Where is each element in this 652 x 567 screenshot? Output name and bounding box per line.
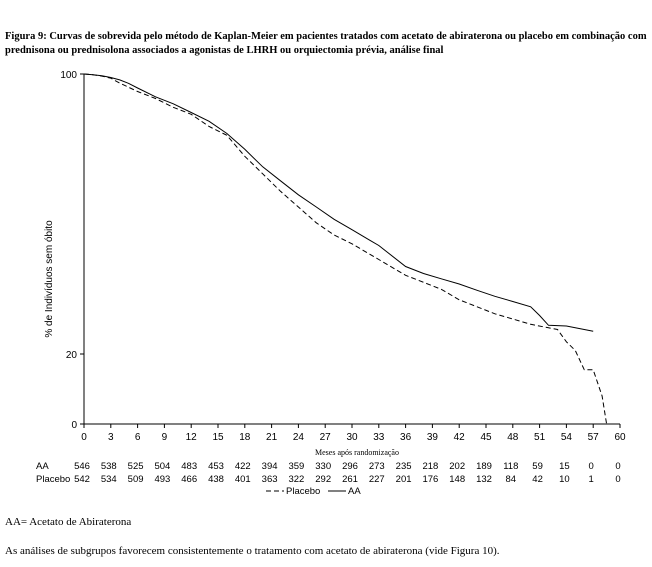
- risk-value: 542: [74, 474, 90, 485]
- risk-value: 10: [559, 474, 570, 485]
- y-tick-label: 100: [60, 70, 77, 81]
- abbreviation-note: AA= Acetato de Abiraterona: [5, 516, 132, 528]
- legend-label: Placebo: [286, 486, 320, 497]
- x-axis-label: Meses após randomização: [315, 448, 399, 457]
- x-tick-label: 60: [614, 432, 626, 443]
- x-tick-label: 36: [400, 432, 412, 443]
- legend-label: AA: [348, 486, 361, 497]
- figure-title: Figura 9: Curvas de sobrevida pelo métod…: [5, 31, 647, 56]
- risk-value: 0: [589, 461, 594, 472]
- y-tick-label: 0: [71, 420, 77, 431]
- risk-value: 273: [369, 461, 385, 472]
- risk-value: 363: [262, 474, 278, 485]
- risk-value: 401: [235, 474, 251, 485]
- risk-value: 15: [559, 461, 570, 472]
- risk-value: 84: [506, 474, 517, 485]
- risk-value: 525: [128, 461, 144, 472]
- risk-value: 296: [342, 461, 358, 472]
- x-tick-label: 42: [454, 432, 466, 443]
- risk-value: 546: [74, 461, 90, 472]
- risk-value: 218: [422, 461, 438, 472]
- risk-value: 394: [262, 461, 278, 472]
- risk-value: 0: [615, 461, 620, 472]
- y-axis-label: % de Indivíduos sem óbito: [44, 220, 55, 338]
- risk-value: 1: [589, 474, 594, 485]
- risk-value: 0: [615, 474, 620, 485]
- risk-value: 438: [208, 474, 224, 485]
- x-tick-label: 57: [588, 432, 600, 443]
- legend: Placebo AA: [266, 486, 361, 497]
- risk-value: 330: [315, 461, 331, 472]
- x-tick-label: 33: [373, 432, 385, 443]
- risk-value: 538: [101, 461, 117, 472]
- x-tick-label: 30: [346, 432, 358, 443]
- x-tick-label: 15: [212, 432, 224, 443]
- risk-value: 493: [154, 474, 170, 485]
- risk-row-label: AA: [36, 461, 49, 472]
- axes: 0 3 6 9 12 15 18 21 24 27 30 33 36 39 42 45 48 51 54 57 6002…: [44, 70, 626, 457]
- risk-value: 483: [181, 461, 197, 472]
- risk-value: 235: [396, 461, 412, 472]
- risk-value: 176: [422, 474, 438, 485]
- x-tick-label: 24: [293, 432, 305, 443]
- x-tick-label: 9: [162, 432, 168, 443]
- risk-value: 202: [449, 461, 465, 472]
- risk-value: 261: [342, 474, 358, 485]
- y-tick-label: 20: [66, 350, 78, 361]
- x-tick-label: 27: [320, 432, 332, 443]
- x-tick-label: 39: [427, 432, 439, 443]
- x-tick-label: 3: [108, 432, 114, 443]
- risk-value: 509: [128, 474, 144, 485]
- x-tick-label: 0: [81, 432, 87, 443]
- series-group: [83, 73, 608, 425]
- x-tick-label: 45: [480, 432, 492, 443]
- risk-value: 118: [503, 461, 518, 472]
- subgroup-note: As análises de subgrupos favorecem consi…: [5, 545, 500, 557]
- risk-value: 322: [288, 474, 304, 485]
- risk-row-label: Placebo: [36, 474, 70, 485]
- series-line-aa: [83, 73, 594, 332]
- risk-value: 292: [315, 474, 331, 485]
- x-tick-label: 18: [239, 432, 251, 443]
- x-tick-label: 21: [266, 432, 278, 443]
- x-tick-label: 12: [186, 432, 198, 443]
- risk-value: 189: [476, 461, 492, 472]
- risk-value: 148: [449, 474, 465, 485]
- risk-value: 227: [369, 474, 385, 485]
- risk-value: 504: [154, 461, 170, 472]
- risk-table: AA 546 538 525 504 483 453 422 394 359 330 296 273 23…: [36, 461, 621, 485]
- risk-value: 132: [476, 474, 492, 485]
- x-tick-label: 48: [507, 432, 519, 443]
- risk-value: 59: [532, 461, 543, 472]
- x-tick-label: 51: [534, 432, 546, 443]
- risk-value: 422: [235, 461, 251, 472]
- risk-value: 534: [101, 474, 117, 485]
- risk-value: 201: [396, 474, 412, 485]
- risk-value: 466: [181, 474, 197, 485]
- series-line-placebo: [83, 73, 608, 425]
- risk-value: 42: [532, 474, 543, 485]
- x-tick-label: 54: [561, 432, 573, 443]
- x-tick-label: 6: [135, 432, 141, 443]
- risk-value: 453: [208, 461, 224, 472]
- risk-value: 359: [288, 461, 304, 472]
